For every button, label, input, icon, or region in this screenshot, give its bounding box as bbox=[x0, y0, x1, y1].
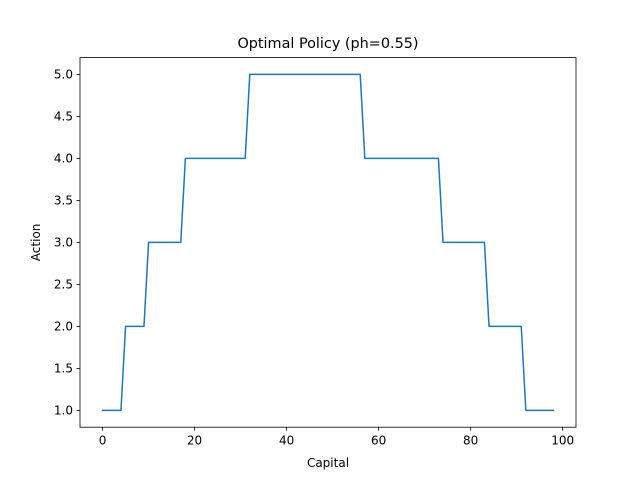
series-line-0 bbox=[101, 73, 555, 412]
x-tick-label: 100 bbox=[551, 434, 574, 448]
y-axis-label: Action bbox=[29, 224, 43, 262]
y-tick-label: 4.5 bbox=[54, 110, 73, 124]
y-tick-label: 5.0 bbox=[54, 68, 73, 82]
x-tick-label: 60 bbox=[371, 434, 386, 448]
x-tick-label: 80 bbox=[463, 434, 478, 448]
y-tick-label: 2.5 bbox=[54, 278, 73, 292]
x-tick-label: 0 bbox=[99, 434, 107, 448]
y-tick-label: 1.0 bbox=[54, 404, 73, 418]
y-tick-label: 4.0 bbox=[54, 152, 73, 166]
y-axis: 1.0 1.5 2.0 2.5 3.0 3.5 4.0 4.5 5.0 bbox=[54, 68, 80, 418]
plot-area bbox=[101, 73, 555, 412]
x-tick-label: 20 bbox=[187, 434, 202, 448]
chart-title: Optimal Policy (ph=0.55) bbox=[237, 36, 418, 52]
y-tick-label: 3.5 bbox=[54, 194, 73, 208]
y-tick-label: 3.0 bbox=[54, 236, 73, 250]
x-axis-label: Capital bbox=[307, 456, 349, 470]
x-axis: 0 20 40 60 80 100 bbox=[99, 427, 574, 448]
y-tick-label: 1.5 bbox=[54, 362, 73, 376]
x-tick-label: 40 bbox=[279, 434, 294, 448]
y-tick-label: 2.0 bbox=[54, 320, 73, 334]
